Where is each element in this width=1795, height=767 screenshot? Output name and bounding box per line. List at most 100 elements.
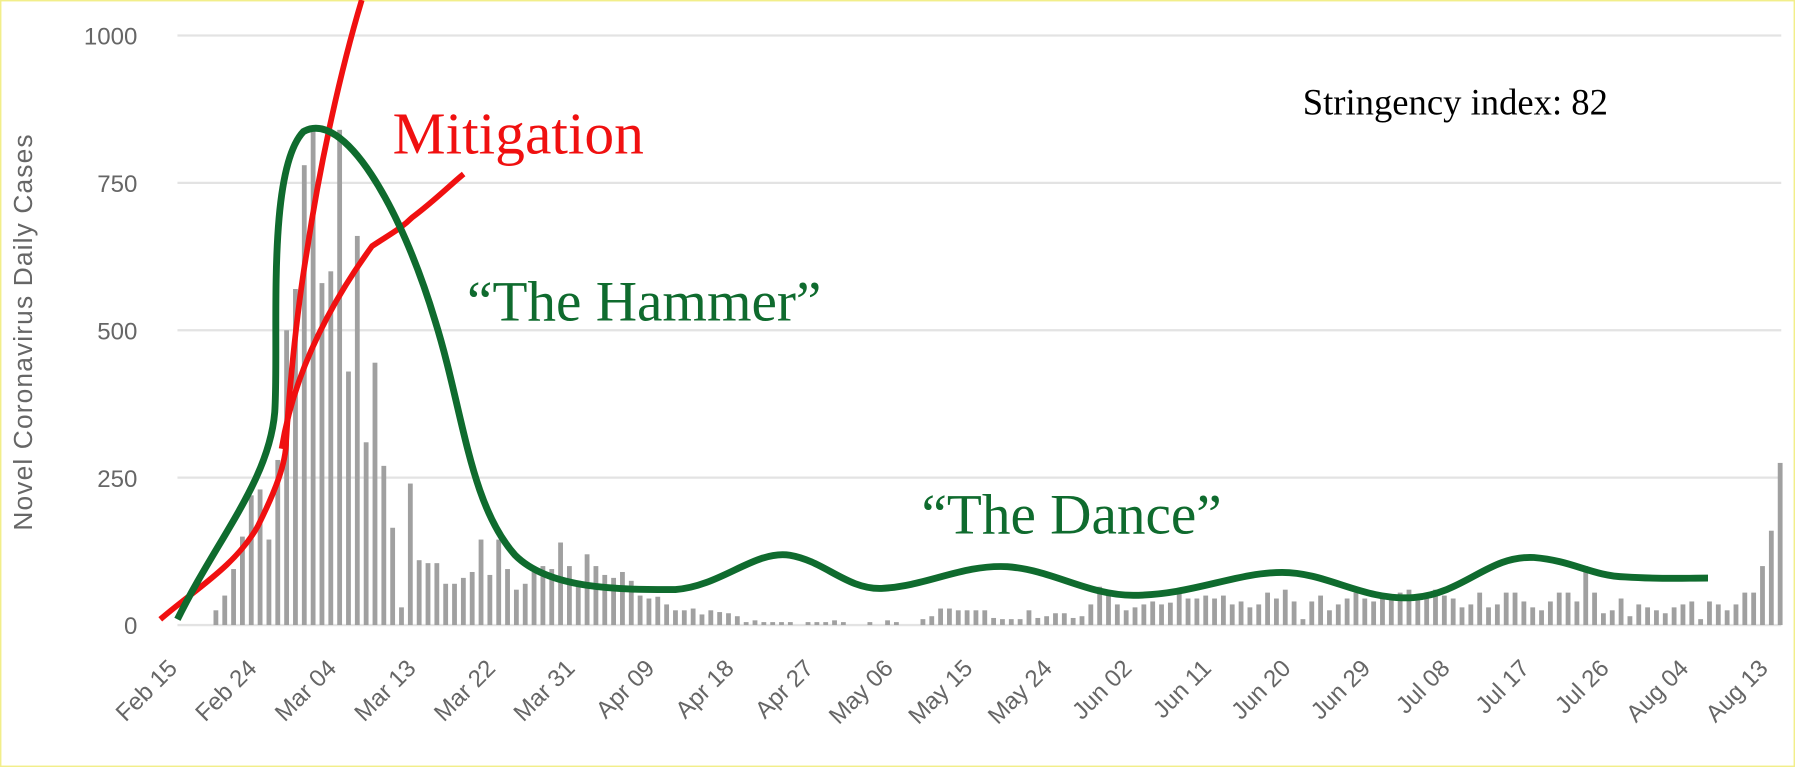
- bar: [1689, 601, 1695, 626]
- bar: [823, 622, 829, 626]
- bar: [513, 589, 519, 626]
- bar: [1256, 604, 1262, 626]
- bar: [584, 554, 590, 626]
- bar: [1768, 530, 1774, 626]
- bar: [1547, 601, 1553, 626]
- y-tick-label: 250: [97, 466, 137, 493]
- bar: [1265, 592, 1270, 626]
- bar: [266, 539, 272, 626]
- bar: [540, 566, 546, 626]
- bar: [1539, 610, 1544, 626]
- bar: [1609, 610, 1615, 626]
- bar: [1238, 601, 1244, 626]
- bar: [1123, 610, 1129, 626]
- bar: [354, 235, 360, 626]
- bar: [1742, 592, 1748, 626]
- y-tick-label: 0: [124, 613, 137, 640]
- bar: [248, 495, 254, 626]
- bar: [1468, 604, 1474, 626]
- bar: [920, 619, 926, 626]
- bar: [593, 566, 599, 626]
- bar: [478, 539, 484, 626]
- bar: [549, 569, 555, 626]
- bar: [770, 622, 776, 626]
- bar: [1459, 607, 1465, 626]
- bar: [1070, 617, 1076, 626]
- bar: [734, 616, 740, 626]
- bar: [213, 610, 219, 626]
- bar: [1185, 598, 1191, 626]
- bar: [1353, 592, 1359, 626]
- bar: [1282, 589, 1288, 626]
- bar: [655, 596, 661, 626]
- bar: [1106, 592, 1111, 626]
- bar: [434, 563, 440, 626]
- bar: [240, 536, 245, 626]
- bar: [947, 608, 952, 626]
- hammer-dance-curve: [174, 124, 1708, 621]
- bar: [1671, 607, 1677, 626]
- bar: [1441, 595, 1447, 626]
- bar: [929, 616, 935, 626]
- bar: [1362, 598, 1368, 626]
- bar: [1760, 566, 1765, 626]
- bar: [381, 465, 387, 626]
- bar: [496, 539, 502, 626]
- bar: [1008, 619, 1014, 626]
- bar: [1574, 601, 1580, 626]
- bar: [284, 330, 290, 626]
- bar: [1053, 613, 1058, 626]
- bar: [955, 610, 961, 626]
- bar: [1503, 592, 1509, 626]
- y-axis-label: Novel Coronavirus Daily Cases: [8, 133, 38, 530]
- bar: [1654, 610, 1659, 626]
- bar: [328, 271, 334, 626]
- bar: [531, 571, 537, 626]
- bar: [699, 614, 705, 626]
- mitigation-label: Mitigation: [393, 100, 644, 166]
- bar: [293, 288, 298, 626]
- dance-label: “The Dance”: [922, 483, 1222, 546]
- bar: [1601, 613, 1606, 626]
- bar: [973, 610, 979, 626]
- bar: [991, 617, 997, 626]
- bar: [1698, 619, 1704, 626]
- bar: [1291, 601, 1297, 626]
- bar: [443, 583, 449, 626]
- bar: [1035, 617, 1041, 626]
- bar: [1229, 604, 1235, 626]
- stringency-label: Stringency index: 82: [1303, 81, 1608, 122]
- bar: [1512, 592, 1518, 626]
- y-tick-label: 750: [97, 171, 137, 198]
- bar: [779, 622, 784, 626]
- bar: [1494, 604, 1500, 626]
- bar: [1327, 610, 1332, 626]
- bar: [1220, 595, 1226, 626]
- bar: [1274, 598, 1279, 626]
- bar: [867, 622, 873, 626]
- y-tick-label: 1000: [84, 24, 137, 51]
- bar: [690, 608, 696, 626]
- bar: [310, 129, 316, 626]
- bar: [982, 610, 988, 626]
- bar: [505, 569, 510, 626]
- bar: [1592, 592, 1597, 626]
- bar: [1556, 592, 1562, 626]
- bar: [1088, 604, 1094, 626]
- bar: [1724, 610, 1730, 626]
- bar: [372, 362, 378, 626]
- bar: [1017, 619, 1023, 626]
- y-tick-label: 500: [97, 318, 137, 345]
- bar: [1486, 607, 1491, 626]
- bar: [620, 571, 625, 626]
- bar: [1097, 586, 1103, 626]
- bar: [726, 613, 731, 626]
- bar: [1167, 602, 1173, 626]
- bar: [257, 489, 263, 626]
- bar: [1061, 613, 1067, 626]
- bar: [761, 622, 767, 626]
- bar: [752, 620, 758, 626]
- bar: [301, 165, 307, 626]
- bar: [1300, 619, 1306, 626]
